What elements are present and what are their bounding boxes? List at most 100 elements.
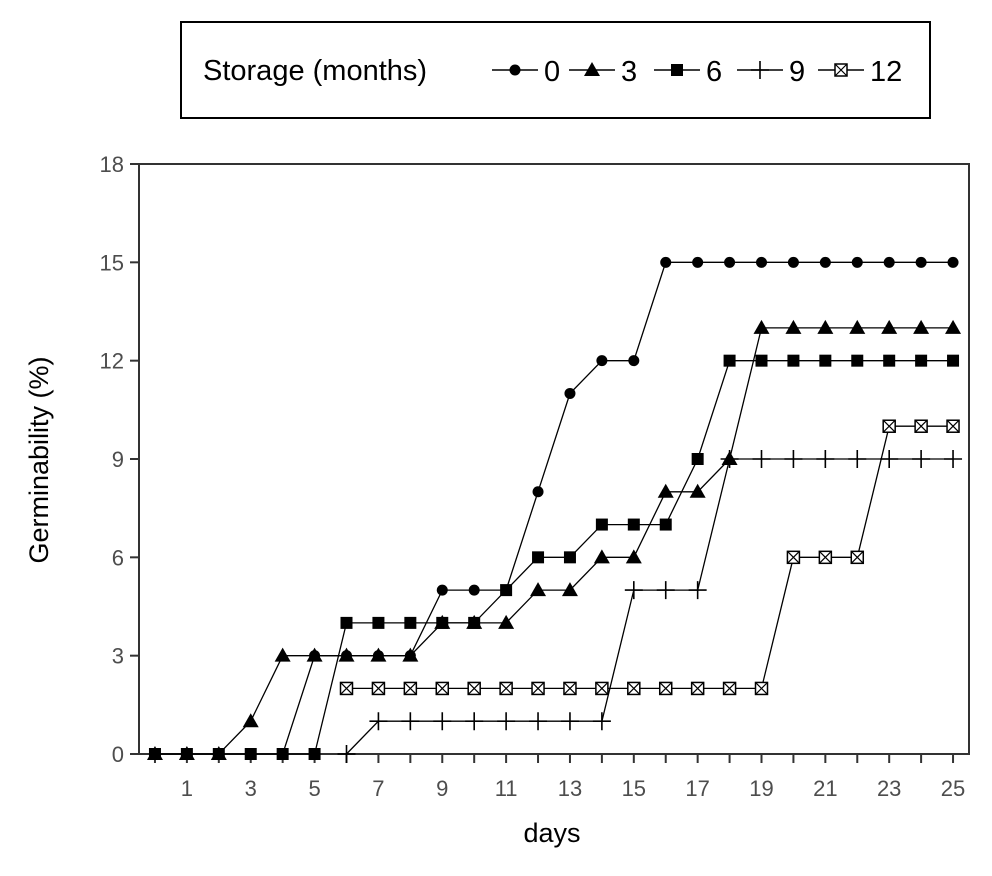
data-point xyxy=(690,681,705,696)
data-point xyxy=(433,712,452,731)
data-point xyxy=(944,450,963,468)
x-tick-label: 5 xyxy=(308,776,320,801)
data-point xyxy=(564,387,576,399)
data-point xyxy=(625,549,642,564)
data-point xyxy=(819,354,832,367)
data-point xyxy=(404,616,417,629)
series-line xyxy=(346,458,953,755)
data-point xyxy=(945,319,962,334)
data-point xyxy=(499,681,513,696)
data-point xyxy=(212,748,225,760)
data-point xyxy=(628,355,640,367)
data-point xyxy=(658,681,673,696)
x-tick-label: 13 xyxy=(558,776,582,801)
data-point xyxy=(436,616,449,629)
data-point xyxy=(656,581,675,600)
data-point xyxy=(816,450,835,468)
data-point xyxy=(530,582,547,597)
data-point xyxy=(435,681,450,696)
data-point xyxy=(497,712,516,731)
series-layer xyxy=(146,256,963,763)
data-point xyxy=(755,354,768,367)
data-point xyxy=(338,647,355,662)
data-point xyxy=(308,748,321,760)
data-point xyxy=(915,256,927,268)
legend-item-6: 6 xyxy=(654,56,722,88)
x-axis-title: days xyxy=(523,818,580,848)
legend-item-12: 12 xyxy=(818,56,902,88)
legend-key-marker xyxy=(509,64,521,76)
y-tick-label: 3 xyxy=(112,644,124,669)
data-point xyxy=(848,450,867,468)
x-tick-label: 17 xyxy=(685,776,709,801)
data-point xyxy=(851,256,863,268)
data-point xyxy=(532,486,544,498)
y-tick-label: 18 xyxy=(100,152,124,177)
x-tick-label: 23 xyxy=(877,776,901,801)
data-point xyxy=(465,712,484,731)
series-12 xyxy=(339,419,960,696)
data-point xyxy=(532,551,545,564)
data-point xyxy=(851,354,864,367)
data-point xyxy=(436,584,448,596)
data-point xyxy=(914,419,928,433)
legend-label: 6 xyxy=(706,56,722,88)
data-point xyxy=(468,616,481,629)
data-point xyxy=(946,419,960,433)
data-point xyxy=(593,549,610,564)
data-point xyxy=(624,581,643,600)
data-point xyxy=(882,419,896,433)
data-point xyxy=(529,712,548,731)
data-point xyxy=(402,647,419,662)
data-point xyxy=(596,355,608,367)
data-point xyxy=(563,551,576,564)
data-point xyxy=(688,581,707,600)
data-point xyxy=(369,712,388,731)
data-point xyxy=(274,647,291,662)
legend-label: 0 xyxy=(544,56,560,88)
x-tick-label: 19 xyxy=(749,776,773,801)
data-point xyxy=(947,354,960,367)
data-point xyxy=(340,616,353,629)
x-tick-label: 7 xyxy=(372,776,384,801)
data-point xyxy=(401,712,420,731)
data-point xyxy=(180,748,193,760)
data-point xyxy=(657,483,674,498)
data-point xyxy=(756,256,767,268)
data-point xyxy=(784,450,803,468)
data-point xyxy=(881,319,898,334)
x-axis: 1 3 5 7 9 11 13 15 17 19 21 23 25 xyxy=(153,754,965,801)
legend-label: 3 xyxy=(621,56,637,88)
data-point xyxy=(403,681,418,696)
y-tick-label: 12 xyxy=(100,349,124,374)
data-point xyxy=(339,681,354,696)
data-point xyxy=(883,354,896,367)
data-point xyxy=(592,712,611,731)
data-point xyxy=(723,354,736,367)
x-tick-label: 11 xyxy=(495,776,518,801)
data-point xyxy=(370,647,387,662)
data-point xyxy=(724,256,736,268)
x-tick-label: 21 xyxy=(813,776,837,801)
data-point xyxy=(563,681,577,696)
data-point xyxy=(244,748,257,760)
y-tick-label: 15 xyxy=(100,250,124,275)
x-tick-label: 15 xyxy=(622,776,646,801)
series-3 xyxy=(146,319,962,760)
data-point xyxy=(372,616,385,629)
y-tick-label: 9 xyxy=(112,447,124,472)
legend-title: Storage (months) xyxy=(203,55,427,87)
data-point xyxy=(467,681,481,696)
data-point xyxy=(659,518,672,531)
data-point xyxy=(595,518,608,531)
data-point xyxy=(371,681,386,696)
data-point xyxy=(689,483,706,498)
data-point xyxy=(912,450,931,468)
data-point xyxy=(752,450,771,468)
y-axis-title: Germinability (%) xyxy=(24,356,54,563)
data-point xyxy=(849,319,866,334)
data-point xyxy=(498,614,515,629)
data-point xyxy=(242,713,259,728)
data-point xyxy=(691,453,704,465)
